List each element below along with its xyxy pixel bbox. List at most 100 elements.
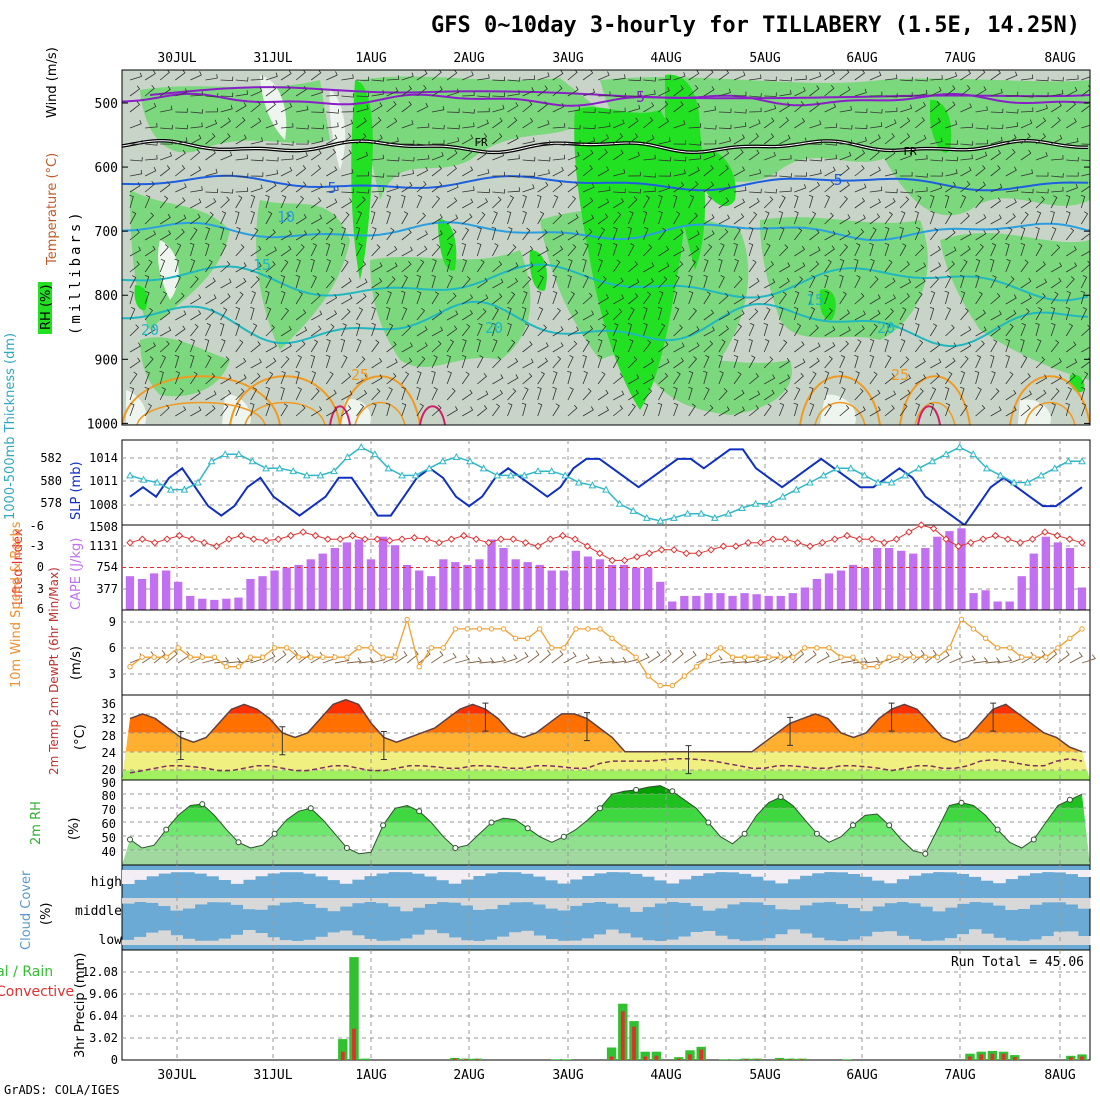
wind-barb	[673, 211, 681, 225]
wind-barb	[628, 133, 639, 145]
wind-barb	[341, 226, 347, 241]
wind-barb	[582, 70, 594, 81]
wind-barb	[401, 386, 406, 401]
wind-barb	[144, 180, 155, 193]
wind-barb	[990, 136, 1003, 145]
rh2m-point	[705, 819, 712, 826]
rh2m-tick: 90	[102, 776, 116, 790]
cloud-low-bar	[884, 931, 897, 945]
thickness-point	[1023, 478, 1032, 486]
wind-barb	[220, 133, 231, 145]
thickness-point	[751, 499, 760, 507]
wind-barb	[643, 307, 648, 321]
wind-barb	[1050, 291, 1059, 305]
wind-barbs	[129, 70, 1090, 417]
wind-barb	[160, 326, 172, 337]
wind-barb	[144, 245, 156, 257]
temp2m-unit: (°C)	[73, 724, 88, 750]
li-point	[1041, 528, 1049, 536]
wind-barb	[672, 195, 678, 209]
wind-barb	[1035, 307, 1043, 321]
wind-barb	[552, 274, 557, 289]
wind10-barb	[647, 651, 661, 664]
wind-barb	[1050, 134, 1063, 145]
wind-barb	[129, 307, 136, 321]
temp2m-tick: 32	[102, 712, 116, 726]
thickness-point	[982, 464, 991, 472]
wind-barb	[521, 307, 527, 321]
li-point	[929, 524, 938, 533]
wind10-point	[320, 654, 326, 660]
wind-barb	[990, 88, 1003, 97]
wind-barb	[1020, 294, 1032, 305]
wind-barb	[416, 245, 428, 257]
wind-barb	[265, 169, 279, 177]
wind-barb	[522, 194, 527, 209]
wind-barb	[900, 76, 913, 82]
wind-barb	[507, 277, 519, 289]
wind-barb	[175, 124, 188, 130]
wind-barb	[1035, 403, 1044, 417]
wind-barb	[295, 165, 307, 177]
wind10-barb	[1045, 649, 1058, 664]
wind-barb	[326, 134, 338, 145]
wind-barb	[733, 122, 747, 129]
wind-barb	[431, 213, 443, 225]
wind-barb	[1066, 172, 1079, 177]
wind-barb	[386, 172, 400, 177]
wind-barb	[703, 309, 715, 321]
wind-barb	[507, 77, 521, 82]
slp-tick: 1008	[89, 498, 118, 512]
li-point	[880, 539, 888, 547]
wind-barb	[280, 371, 286, 385]
wind-barb	[854, 228, 865, 241]
wind-barb	[250, 307, 255, 321]
precip-tick: 12.08	[82, 965, 118, 979]
cloud-low-bar	[351, 935, 365, 945]
wind-barb	[779, 277, 790, 289]
wind-barb	[507, 187, 520, 193]
wind-barb	[839, 340, 849, 353]
cloud-high-bar	[194, 870, 208, 874]
wind10-barb	[431, 650, 444, 664]
wind10-barb	[298, 650, 311, 664]
wind-barb	[129, 181, 141, 193]
precip-panel: 12.089.066.043.020 Run Total = 45.06 Tot…	[0, 949, 1091, 1067]
wind-barb	[582, 388, 592, 401]
wind-barb	[280, 342, 292, 353]
wind-barb	[537, 324, 547, 337]
wind-barb	[492, 151, 505, 161]
rh2m-point	[343, 845, 350, 851]
wind-barb	[673, 169, 686, 177]
slp-line	[129, 448, 1083, 527]
cloud-low-bar	[872, 931, 885, 945]
wind10-point	[537, 626, 543, 632]
wind-barb	[794, 100, 805, 113]
precip-conv-bar	[620, 1011, 625, 1060]
contour-label: 20	[877, 319, 895, 337]
wind-barb	[280, 70, 292, 81]
wind-barb	[356, 151, 369, 161]
precip-conv-bar	[744, 1059, 748, 1060]
wind-barb	[749, 74, 762, 81]
wind-barb	[748, 294, 761, 305]
wind-barb	[749, 188, 762, 194]
wind-barb	[1020, 93, 1034, 98]
wind-barb	[809, 211, 817, 225]
wind-barb	[869, 71, 882, 81]
wind-barb	[1081, 173, 1090, 177]
wind-barb	[779, 244, 789, 257]
wind-barb	[371, 134, 383, 145]
wind-barb	[658, 372, 669, 385]
wind-barb	[839, 139, 853, 145]
precip-unit: 3hr Precip (mm)	[73, 953, 88, 1058]
wind-barb	[960, 141, 974, 146]
wind-barb	[1005, 338, 1011, 353]
wind-barb	[567, 195, 577, 209]
wind-barb	[944, 387, 950, 401]
wind-barb	[854, 292, 865, 305]
wind-barb	[250, 262, 262, 273]
wind-barb	[1065, 323, 1074, 337]
wind-barb	[567, 140, 581, 145]
wind-barb	[401, 169, 415, 177]
